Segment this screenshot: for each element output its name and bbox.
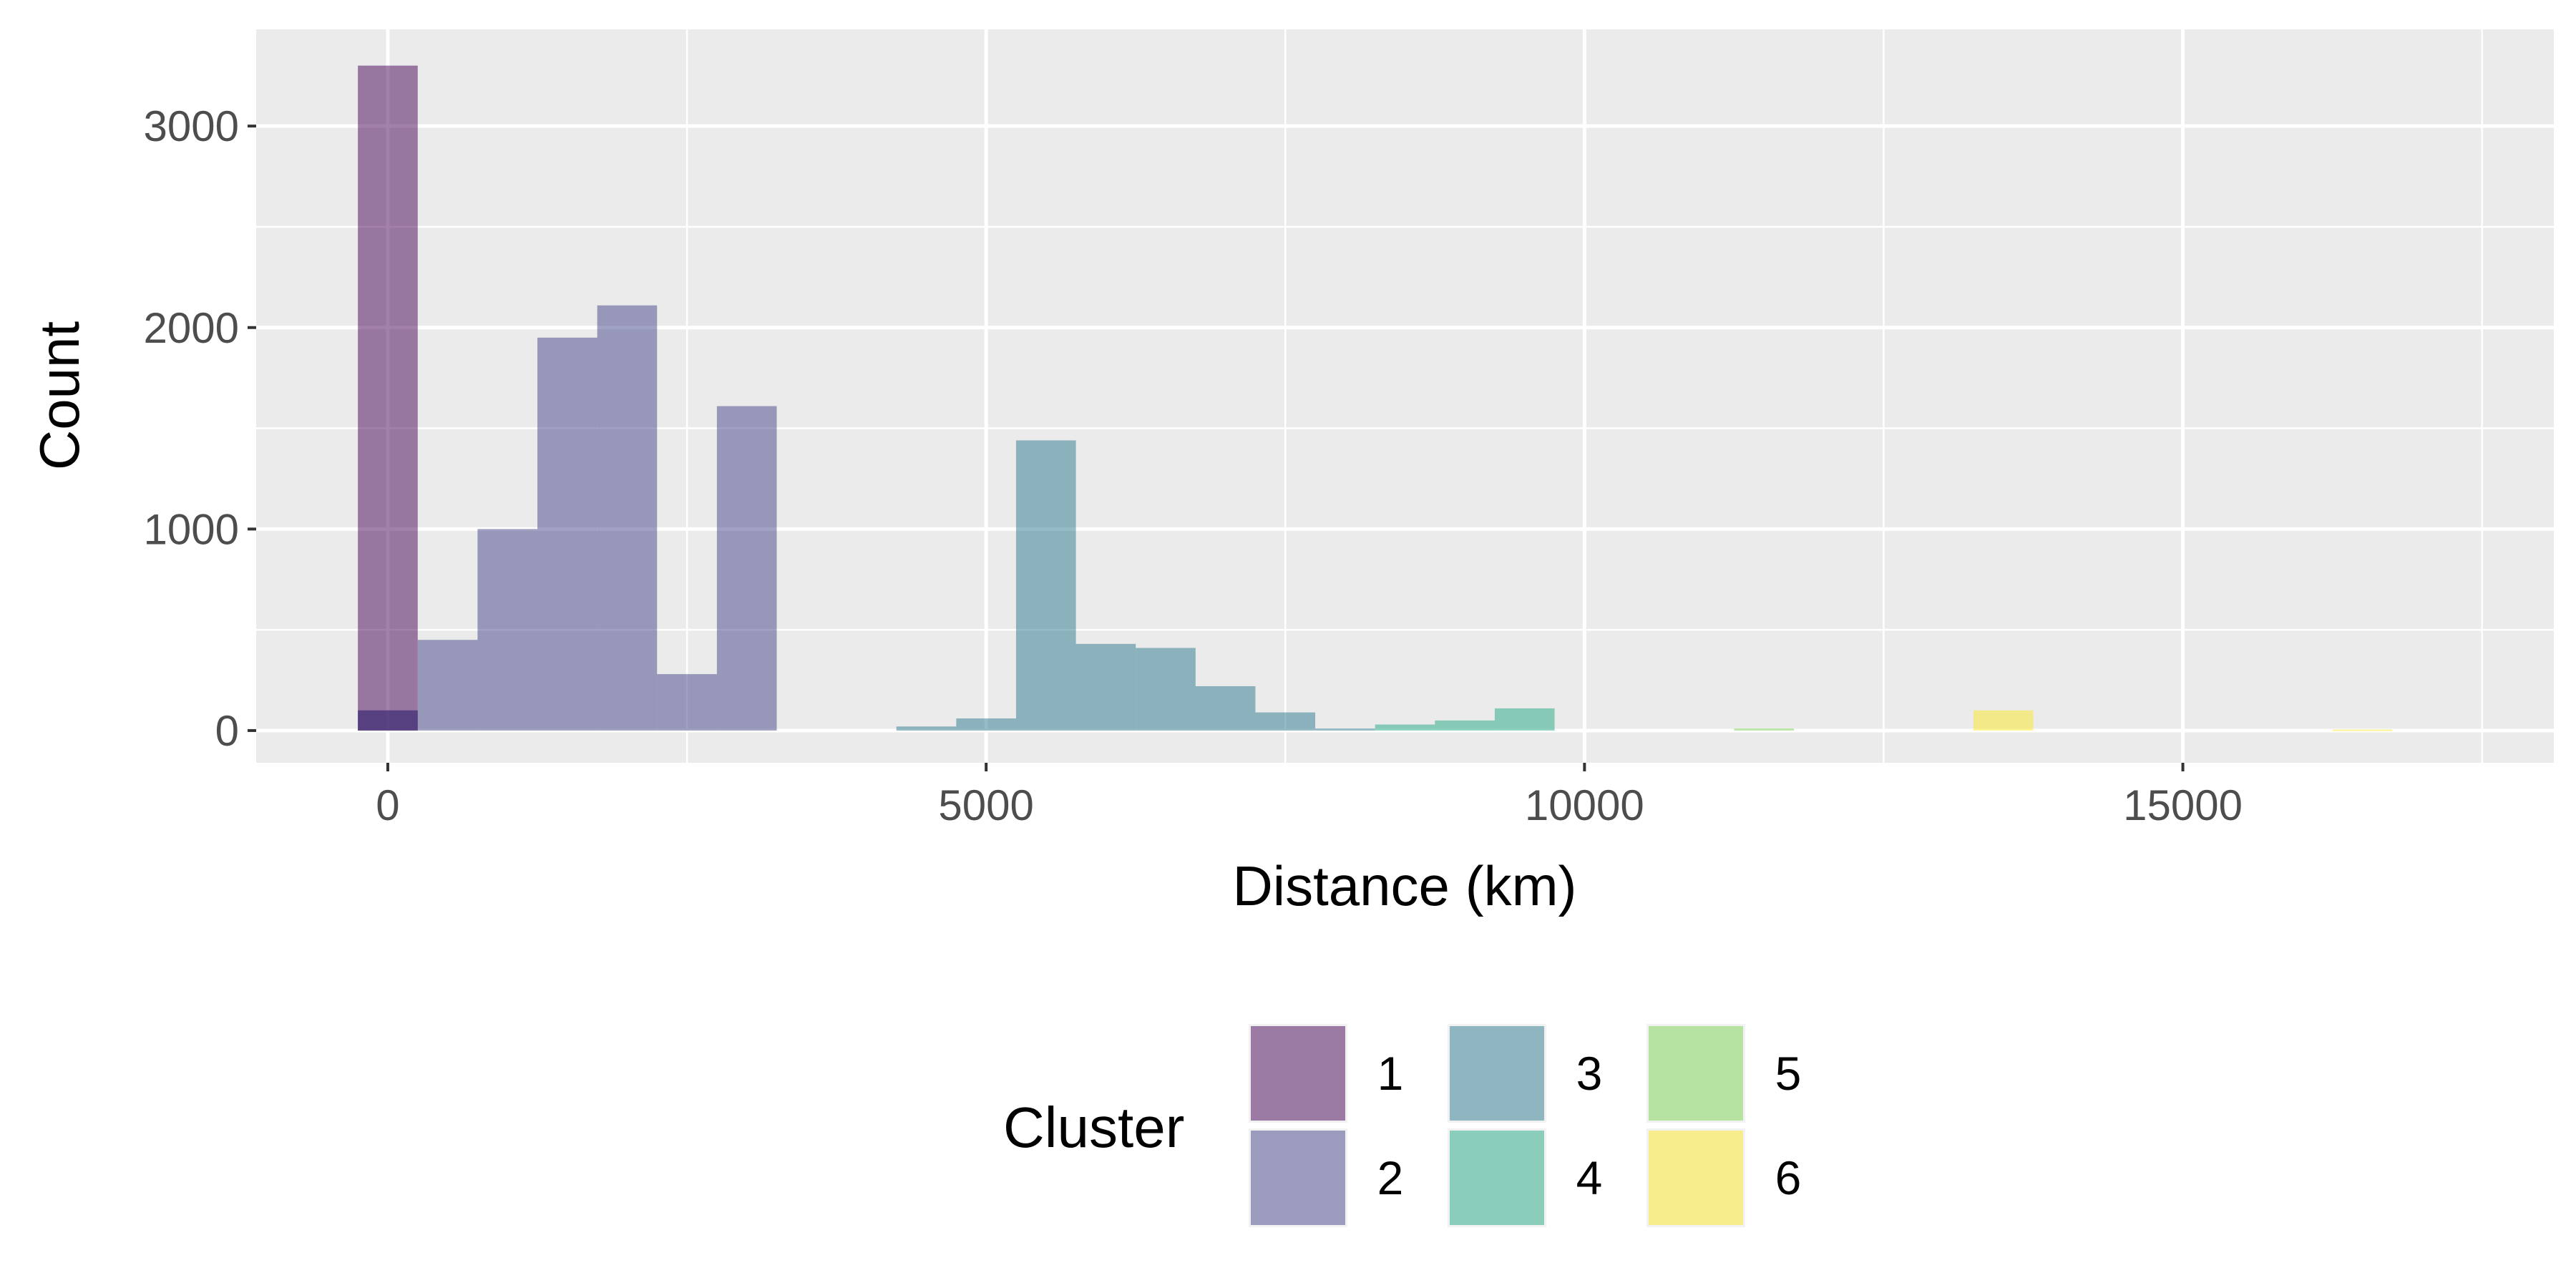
bar-cluster-3 [1255,712,1316,731]
x-axis: 0 5000 10000 15000 [376,763,2243,829]
legend-swatch-5 [1649,1026,1743,1121]
legend-label-5: 5 [1775,1047,1802,1100]
bar-cluster-3 [1075,643,1136,731]
y-tick-label: 1000 [144,505,239,553]
bar-cluster-3 [956,718,1016,731]
legend-swatch-3 [1450,1026,1544,1121]
bar-cluster-6 [2332,729,2393,731]
y-tick-label: 2000 [144,304,239,352]
x-tick-label: 5000 [938,781,1033,829]
bar-cluster-2 [537,337,597,731]
bar-cluster-1 [358,65,418,731]
bar-cluster-3 [1136,648,1196,731]
legend-label-1: 1 [1377,1047,1404,1100]
bar-cluster-2 [417,640,478,731]
bar-cluster-3 [1195,686,1256,731]
bars [358,65,2393,731]
x-tick-label: 0 [376,781,399,829]
legend-swatch-6 [1649,1131,1743,1225]
legend-label-6: 6 [1775,1151,1802,1204]
bar-cluster-2 [716,406,777,731]
legend-swatch-4 [1450,1131,1544,1225]
grid-minor [256,29,2554,763]
x-axis-title: Distance (km) [1232,854,1576,917]
bar-cluster-2 [477,529,538,731]
bar-cluster-3 [1015,440,1076,731]
bar-cluster-4 [1375,724,1435,731]
bar-cluster-2 [657,674,717,731]
bar-cluster-4 [1494,708,1555,731]
y-axis: 0 1000 2000 3000 [144,102,256,755]
bar-cluster-3 [896,726,957,731]
bar-cluster-2 [597,305,658,731]
x-tick-label: 10000 [1525,781,1644,829]
bar-cluster-4 [1435,720,1495,731]
legend-label-4: 4 [1576,1151,1603,1204]
legend-title: Cluster [1003,1096,1184,1159]
legend-label-3: 3 [1576,1047,1603,1100]
y-tick-label: 0 [215,707,239,755]
bar-cluster-5 [1734,728,1795,731]
bar-cluster-6 [1973,710,2034,731]
legend-label-2: 2 [1377,1151,1404,1204]
bar-cluster-2 [358,710,418,731]
legend-swatch-1 [1251,1026,1345,1121]
bar-cluster-3 [1315,728,1375,731]
y-axis-title: Count [28,321,91,470]
legend-swatch-2 [1251,1131,1345,1225]
x-tick-label: 15000 [2123,781,2243,829]
y-tick-label: 3000 [144,102,239,150]
legend: Cluster 1 2 3 4 5 6 [1003,1024,1801,1227]
